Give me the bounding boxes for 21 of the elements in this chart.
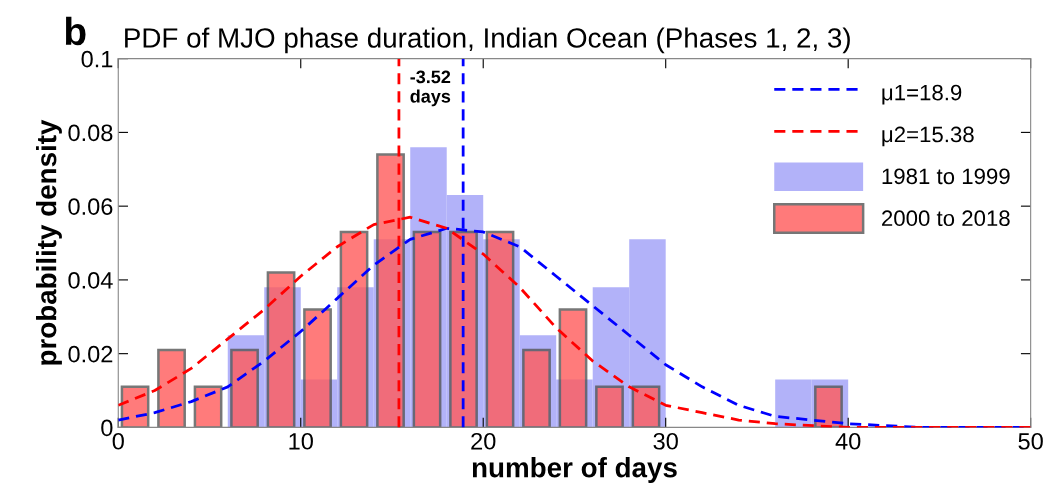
x-tick-label: 40 [835, 432, 861, 450]
x-axis-title: number of days [472, 457, 677, 483]
y-tick-label: 0.06 [68, 198, 113, 215]
y-axis-title: probability density [36, 119, 62, 365]
y-tick-label: 0.04 [68, 271, 113, 289]
y-tick-label: 0.1 [81, 50, 113, 68]
y-tick-label: 0.08 [68, 124, 113, 142]
legend-label: μ2=15.38 [882, 126, 974, 147]
x-tick-label: 50 [1018, 432, 1043, 450]
annotation: -3.52 days [410, 70, 451, 107]
x-tick-label: 20 [471, 432, 496, 450]
y-tick-label: 0.02 [68, 345, 113, 363]
x-tick-label: 30 [653, 432, 678, 450]
x-tick-label: 10 [289, 432, 313, 450]
legend-label: 1981 to 1999 [882, 168, 1010, 185]
legend-label: μ1=18.9 [882, 84, 962, 105]
text: b [65, 16, 86, 46]
legend-label: 2000 to 2018 [882, 210, 1010, 227]
chart-title: PDF of MJO phase duration, Indian Ocean (Phases 1, 2, 3) [125, 27, 850, 54]
x-tick-label: 0 [112, 432, 124, 450]
y-tick-label: 0 [101, 419, 113, 437]
